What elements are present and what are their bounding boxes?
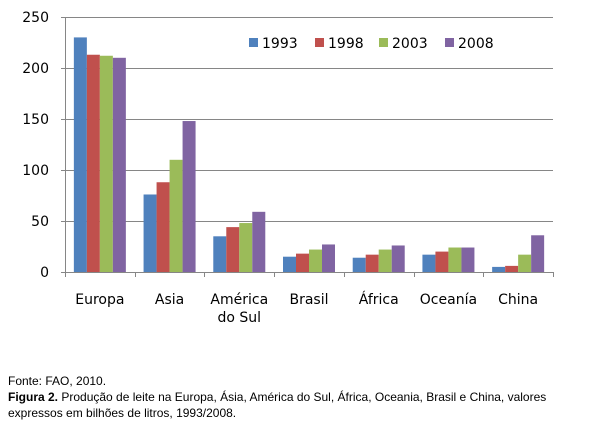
bar-2008-2: [252, 211, 266, 272]
bar-2003-6: [518, 254, 532, 272]
x-tick-label: Brasil: [289, 292, 328, 308]
legend-label-2008: 2008: [458, 36, 494, 52]
bar-2003-5: [448, 247, 462, 272]
legend-swatch-1998: [315, 38, 324, 47]
y-tick-label: 100: [22, 163, 49, 179]
bar-1998-0: [86, 54, 100, 272]
legend-swatch-1993: [249, 38, 258, 47]
x-tick-label: Europa: [75, 292, 124, 308]
legend-swatch-2003: [379, 38, 388, 47]
x-tick-label: África: [359, 291, 399, 308]
bar-1993-0: [73, 37, 87, 273]
bar-1993-5: [422, 254, 436, 272]
bar-1998-5: [435, 251, 449, 272]
bar-chart: 0 50 100 150 200 250 Europa Asia América do Sul Br…: [22, 10, 554, 326]
bar-2008-0: [112, 57, 126, 272]
bar-2003-1: [169, 159, 183, 272]
figure-caption: Fonte: FAO, 2010. Figura 2. Produção de …: [8, 373, 588, 421]
bar-1998-6: [505, 265, 519, 272]
bar-2008-3: [322, 244, 335, 272]
figure-text: Produção de leite na Europa, Ásia, Améri…: [8, 390, 547, 420]
bar-2008-5: [461, 247, 475, 272]
y-tick-label: 250: [22, 10, 49, 26]
bar-2003-4: [378, 249, 392, 272]
chart-area: 0 50 100 150 200 250 Europa Asia América do Sul Br…: [22, 10, 554, 326]
bar-2003-0: [99, 55, 113, 273]
legend-label-1998: 1998: [328, 36, 364, 52]
figure-label: Figura 2.: [8, 390, 59, 404]
bar-1993-3: [283, 256, 296, 272]
bar-1993-6: [492, 266, 506, 272]
legend-swatch-2008: [445, 38, 454, 47]
bar-1998-2: [226, 227, 240, 272]
x-tick-label: América do Sul: [210, 292, 268, 326]
x-tick-label: Oceanía: [420, 292, 477, 308]
bar-2008-1: [182, 121, 196, 272]
x-tick-label: China: [498, 292, 538, 308]
legend-label-1993: 1993: [262, 36, 298, 52]
bar-1998-4: [365, 254, 379, 272]
bar-1998-3: [296, 253, 309, 272]
source-note: Fonte: FAO, 2010.: [8, 374, 107, 388]
x-tick-label: Asia: [155, 292, 184, 308]
bar-1998-1: [156, 182, 170, 272]
bar-1993-1: [143, 194, 157, 272]
bar-2008-4: [391, 245, 405, 272]
bar-1993-4: [352, 257, 366, 272]
y-tick-label: 150: [22, 112, 49, 128]
legend-label-2003: 2003: [392, 36, 428, 52]
bar-2008-6: [531, 235, 545, 272]
bar-2003-2: [239, 223, 253, 272]
y-tick-label: 50: [31, 214, 49, 230]
y-tick-label: 0: [40, 265, 49, 281]
bar-1993-2: [213, 236, 227, 272]
bar-2003-3: [309, 249, 322, 272]
y-tick-label: 200: [22, 61, 49, 77]
